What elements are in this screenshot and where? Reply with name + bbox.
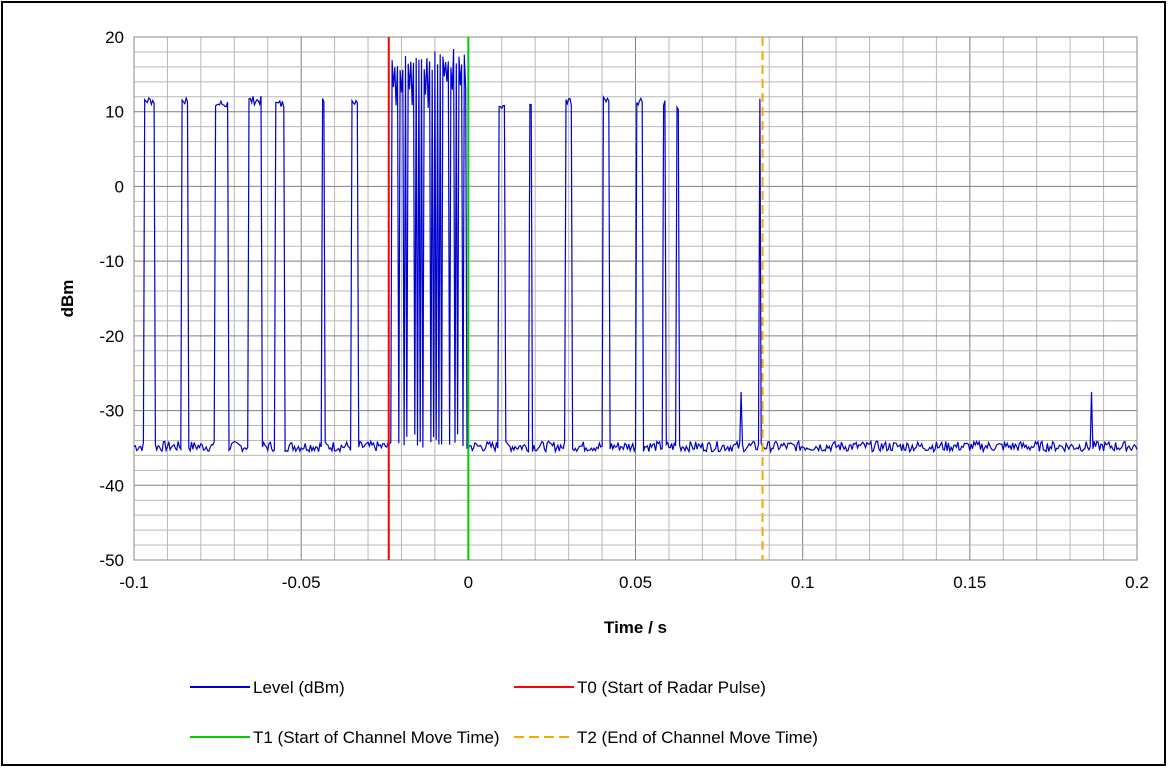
- y-tick-label: -20: [99, 327, 124, 346]
- legend-item-t0: T0 (Start of Radar Pulse): [514, 678, 766, 697]
- legend-label: T2 (End of Channel Move Time): [577, 728, 818, 747]
- legend-item-t2: T2 (End of Channel Move Time): [514, 728, 818, 747]
- x-tick-label: 0: [464, 573, 473, 592]
- y-axis-title: dBm: [58, 280, 77, 318]
- x-tick-label: 0.05: [619, 573, 652, 592]
- x-tick-label: 0.1: [791, 573, 815, 592]
- y-tick-label: 10: [105, 103, 124, 122]
- y-tick-label: 20: [105, 28, 124, 47]
- y-tick-label: -10: [99, 252, 124, 271]
- y-tick-label: -30: [99, 402, 124, 421]
- legend-label: Level (dBm): [253, 678, 345, 697]
- legend: Level (dBm) T0 (Start of Radar Pulse) T1 (…: [190, 678, 818, 747]
- plot-border: [133, 36, 1138, 561]
- y-tick-label: -50: [99, 551, 124, 570]
- legend-label: T0 (Start of Radar Pulse): [577, 678, 766, 697]
- x-axis-title: Time / s: [604, 618, 667, 637]
- x-axis-ticks: -0.1 -0.05 0 0.05 0.1 0.15 0.2: [119, 573, 1148, 592]
- x-tick-label: 0.15: [953, 573, 986, 592]
- y-axis-ticks: 20 10 0 -10 -20 -30 -40 -50: [99, 28, 124, 570]
- x-tick-label: -0.05: [282, 573, 321, 592]
- legend-item-t1: T1 (Start of Channel Move Time): [190, 728, 500, 747]
- y-tick-label: -40: [99, 476, 124, 495]
- series-level-line: [133, 48, 1138, 454]
- x-tick-label: 0.2: [1125, 573, 1149, 592]
- series-lines: [133, 37, 1138, 560]
- legend-label: T1 (Start of Channel Move Time): [253, 728, 500, 747]
- legend-item-level: Level (dBm): [190, 678, 345, 697]
- chart: -0.1 -0.05 0 0.05 0.1 0.15 0.2 20 10 0 -10 -20 -30 -…: [58, 28, 1149, 747]
- x-tick-label: -0.1: [119, 573, 148, 592]
- y-tick-label: 0: [115, 177, 124, 196]
